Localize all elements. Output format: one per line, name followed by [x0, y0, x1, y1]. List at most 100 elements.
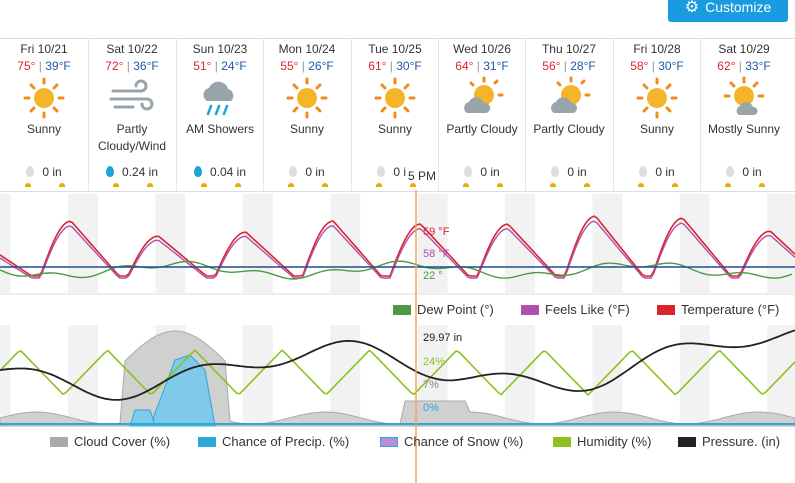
- legend-cloud-cover[interactable]: Cloud Cover (%): [50, 434, 170, 449]
- day-date: Tue 10/25: [368, 42, 422, 56]
- legend-feels-like-label: Feels Like (°F): [545, 302, 630, 317]
- sunrise-icon: [376, 183, 382, 187]
- night-band: [0, 325, 11, 426]
- day-column[interactable]: Sat 10/22 72° | 36°F Partly Cloudy/Wind 0.2…: [88, 39, 175, 191]
- high-temp: 62°: [717, 59, 736, 73]
- sun-markers: [526, 183, 612, 191]
- raindrop-icon: [551, 166, 560, 177]
- day-column[interactable]: Fri 10/28 58° | 30°F Sunny 0 in: [613, 39, 700, 191]
- day-column[interactable]: Tue 10/25 61° | 30°F Sunny 0 in: [351, 39, 438, 191]
- legend-humidity[interactable]: Humidity (%): [553, 434, 651, 449]
- high-temp: 64°: [455, 59, 474, 73]
- night-band: [417, 194, 448, 293]
- customize-button[interactable]: ⚙ Customize: [668, 0, 788, 22]
- precip-readout: 0%: [423, 402, 439, 414]
- legend-snow-label: Chance of Snow (%): [404, 434, 524, 449]
- sunrise-icon: [288, 183, 294, 187]
- sunset-icon: [672, 183, 678, 187]
- sun-markers: [614, 183, 700, 191]
- raindrop-icon: [26, 166, 35, 177]
- condition-text: Sunny: [289, 122, 325, 136]
- precip-value: 0.04 in: [209, 165, 247, 179]
- precip-amount: 0 in: [1, 165, 87, 179]
- raindrop-icon: [464, 166, 473, 177]
- pressure-swatch: [678, 436, 696, 447]
- high-temp: 75°: [17, 59, 36, 73]
- high-temp: 51°: [193, 59, 212, 73]
- legend-dew-point[interactable]: Dew Point (°): [393, 302, 494, 317]
- precip-value: 0 in: [567, 165, 587, 179]
- legend-precip[interactable]: Chance of Precip. (%): [198, 434, 349, 449]
- night-band: [330, 194, 361, 293]
- day-column[interactable]: Sat 10/29 62° | 33°F Mostly Sunny 0 in: [700, 39, 787, 191]
- night-band: [505, 194, 535, 293]
- precip-amount: 0 in: [614, 165, 700, 179]
- legend-snow[interactable]: Chance of Snow (%): [380, 434, 523, 449]
- sun-icon: [286, 77, 328, 119]
- day-temps: 51° | 24°F: [193, 59, 247, 73]
- sun-icon: [23, 77, 65, 119]
- sun-markers: [352, 183, 438, 191]
- night-band: [0, 194, 11, 293]
- sun-icon: [374, 77, 416, 119]
- raindrop-icon: [377, 166, 386, 177]
- sunset-icon: [59, 183, 65, 187]
- sunset-icon: [235, 183, 241, 187]
- condition-text: Sunny: [639, 122, 675, 136]
- cursor-time-label: 5 PM: [406, 169, 439, 183]
- legend-cloud-cover-label: Cloud Cover (%): [74, 434, 171, 449]
- sun-markers: [439, 183, 525, 191]
- low-temp: 26°F: [308, 59, 334, 73]
- sunset-icon: [147, 183, 153, 187]
- condition-text: AM Showers: [185, 122, 255, 136]
- precip-value: 0 in: [655, 165, 675, 179]
- day-date: Wed 10/26: [453, 42, 511, 56]
- snow-swatch: [380, 436, 398, 447]
- partly-cloudy-icon: [464, 76, 504, 113]
- precip-value: 0 in: [42, 165, 62, 179]
- legend-precip-label: Chance of Precip. (%): [222, 434, 350, 449]
- sun-markers: [1, 183, 87, 191]
- cloud-cover-swatch: [50, 436, 68, 447]
- feels-like-swatch: [521, 304, 539, 315]
- precip-amount: 0.24 in: [89, 165, 175, 179]
- high-temp: 72°: [105, 59, 124, 73]
- legend-pressure[interactable]: Pressure. (in): [678, 434, 780, 449]
- sunrise-icon: [463, 183, 469, 187]
- legend-feels-like[interactable]: Feels Like (°F): [521, 302, 630, 317]
- day-temps: 64° | 31°F: [455, 59, 509, 73]
- legend-temperature[interactable]: Temperature (°F): [657, 302, 779, 317]
- dew-point-line: [0, 260, 793, 280]
- legend-humidity-label: Humidity (%): [577, 434, 652, 449]
- condition-text: Sunny: [26, 122, 62, 136]
- sunrise-icon: [550, 183, 556, 187]
- sunrise-icon: [725, 183, 731, 187]
- humidity-line: [0, 349, 795, 397]
- temperature-swatch: [657, 304, 675, 315]
- precip-amount: 0 in: [701, 165, 787, 179]
- night-band: [679, 194, 710, 293]
- precip-area: [129, 409, 156, 427]
- low-temp: 39°F: [45, 59, 71, 73]
- dew-point-readout: 22 °: [423, 270, 443, 282]
- low-temp: 33°F: [745, 59, 771, 73]
- day-date: Thu 10/27: [541, 42, 597, 56]
- low-temp: 30°F: [396, 59, 422, 73]
- raindrop-icon: [639, 166, 648, 177]
- precip-amount: 0 in: [264, 165, 350, 179]
- day-date: Sat 10/22: [106, 42, 158, 56]
- day-column[interactable]: Thu 10/27 56° | 28°F Partly Cloudy 0 in: [525, 39, 612, 191]
- day-column[interactable]: Sun 10/23 51° | 24°F AM Showers 0.04 in: [176, 39, 263, 191]
- day-column[interactable]: Wed 10/26 64° | 31°F Partly Cloudy 0 in: [438, 39, 525, 191]
- condition-text: Mostly Sunny: [707, 122, 781, 136]
- low-temp: 31°F: [483, 59, 509, 73]
- day-column[interactable]: Fri 10/21 75° | 39°F Sunny 0 in: [1, 39, 87, 191]
- rain-cloud-icon: [203, 81, 234, 116]
- day-column[interactable]: Mon 10/24 55° | 26°F Sunny 0 in: [263, 39, 350, 191]
- day-date: Sun 10/23: [192, 42, 248, 56]
- sunset-icon: [759, 183, 765, 187]
- daily-forecast-strip: Fri 10/21 75° | 39°F Sunny 0 in Sat 10/22 72°…: [0, 38, 795, 192]
- precip-value: 0 in: [480, 165, 500, 179]
- legend-pressure-label: Pressure. (in): [702, 434, 781, 449]
- sunset-icon: [322, 183, 328, 187]
